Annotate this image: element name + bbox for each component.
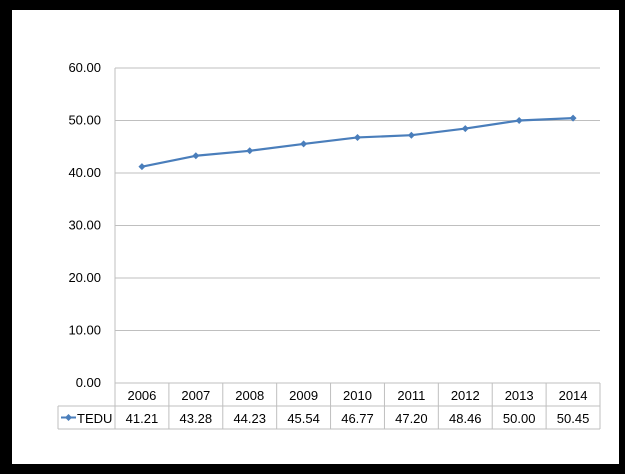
x-category-label: 2009	[289, 388, 318, 403]
x-category-label: 2010	[343, 388, 372, 403]
table-value-cell: 48.46	[449, 411, 482, 426]
table-value-cell: 46.77	[341, 411, 374, 426]
table-value-cell: 47.20	[395, 411, 428, 426]
data-point-marker	[407, 131, 415, 139]
y-tick-label: 60.00	[68, 60, 101, 75]
table-value-cell: 50.00	[503, 411, 536, 426]
x-category-label: 2006	[127, 388, 156, 403]
table-value-cell: 50.45	[557, 411, 590, 426]
table-value-cell: 44.23	[233, 411, 266, 426]
data-point-marker	[461, 125, 469, 133]
y-axis-tick-labels: 0.00 10.00 20.00 30.00 40.00 50.00 60.00	[68, 60, 101, 390]
data-point-marker	[138, 163, 146, 171]
table-value-cell: 45.54	[287, 411, 320, 426]
data-point-marker	[246, 147, 254, 155]
data-point-marker	[515, 117, 523, 124]
data-point-marker	[354, 133, 361, 141]
y-tick-label: 50.00	[68, 113, 101, 128]
legend-marker-key	[65, 414, 72, 421]
chart-panel	[12, 10, 619, 464]
gridlines	[114, 67, 600, 383]
y-tick-label: 20.00	[68, 270, 101, 285]
x-category-label: 2013	[505, 388, 534, 403]
legend-series-label: TEDU	[77, 411, 112, 426]
series-tedu	[138, 114, 577, 171]
y-tick-label: 0.00	[76, 375, 101, 390]
y-tick-label: 30.00	[68, 218, 101, 233]
series-line	[141, 117, 574, 168]
table-value-cell: 43.28	[180, 411, 213, 426]
data-point-marker	[569, 114, 577, 122]
x-category-label: 2014	[559, 388, 588, 403]
data-table: 2006 41.21 2007 43.28 2008 44.23 2009 45.54 2010…	[57, 382, 601, 430]
data-point-marker	[192, 152, 200, 160]
table-value-cell: 41.21	[126, 411, 159, 426]
x-category-label: 2012	[451, 388, 480, 403]
y-tick-label: 40.00	[68, 165, 101, 180]
x-category-label: 2008	[235, 388, 264, 403]
x-category-label: 2007	[181, 388, 210, 403]
data-point-marker	[300, 140, 308, 148]
x-category-label: 2011	[397, 388, 425, 403]
y-tick-label: 10.00	[68, 323, 101, 338]
